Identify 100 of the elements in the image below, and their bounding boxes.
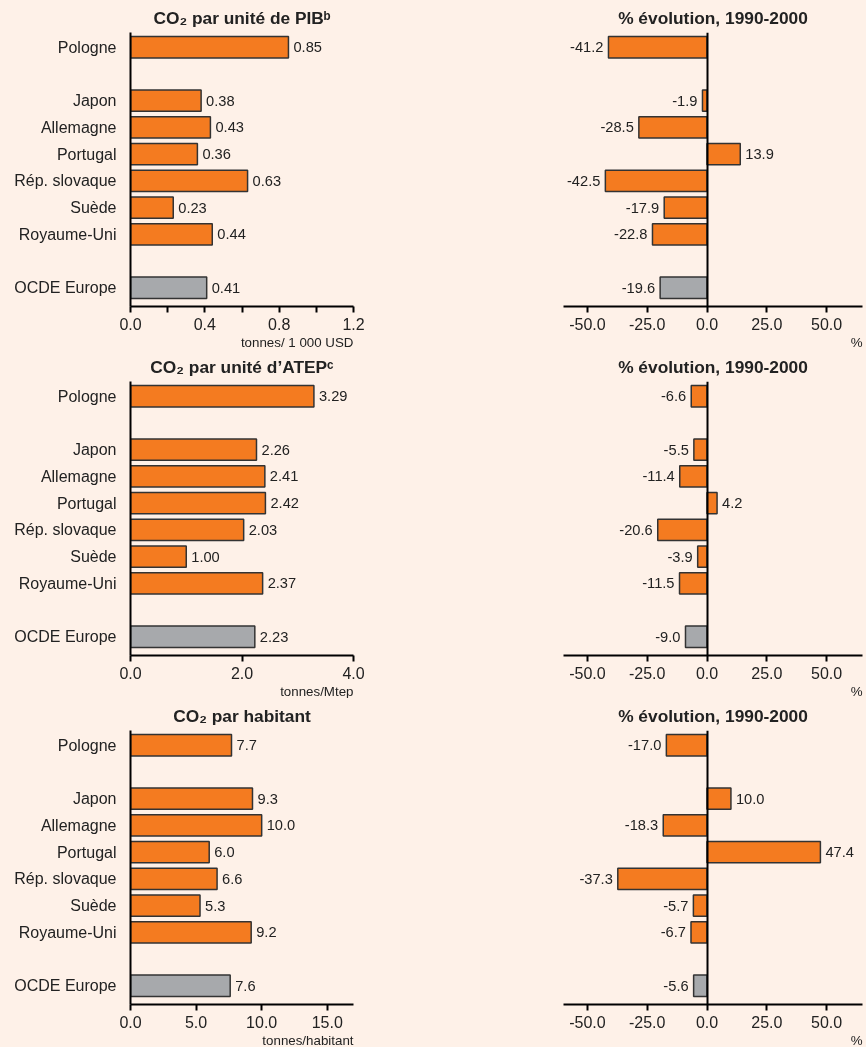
data-label: -20.6 (619, 521, 653, 538)
x-axis-title: tonnes/habitant (262, 1032, 354, 1048)
data-label: -28.5 (600, 119, 634, 136)
x-tick-label: -25.0 (628, 1013, 666, 1031)
data-label: 9.3 (257, 790, 278, 807)
data-label: -17.9 (625, 199, 660, 216)
data-label: 2.23 (259, 628, 289, 645)
data-label: -6.7 (660, 924, 686, 941)
chart-title: CO₂ par unité d’ATEPᶜ (150, 356, 335, 377)
y-tick-label: Pologne (57, 387, 117, 405)
data-label: 9.2 (256, 924, 277, 941)
data-label: -5.6 (663, 977, 689, 994)
y-tick-label: Allemagne (40, 467, 117, 485)
y-tick-label: Rép. slovaque (14, 870, 117, 888)
x-tick-label: 2.0 (230, 664, 254, 682)
x-axis-title: % (850, 683, 863, 699)
y-tick-label: Rép. slovaque (14, 521, 117, 539)
y-tick-label: Japon (72, 92, 117, 110)
data-label: -41.2 (570, 39, 604, 56)
data-label: 6.0 (214, 844, 235, 861)
chart-title: % évolution, 1990-2000 (618, 7, 808, 28)
y-tick-label: Suède (70, 199, 117, 217)
data-label: -42.5 (566, 172, 601, 189)
x-tick-label: 0.0 (119, 1013, 142, 1031)
x-tick-label: 10.0 (246, 1013, 278, 1031)
data-label: 2.42 (270, 495, 299, 512)
data-label: 0.41 (211, 279, 241, 296)
chart-title: % évolution, 1990-2000 (618, 356, 808, 377)
data-label: -5.5 (663, 441, 689, 458)
x-tick-label: 0.0 (695, 315, 719, 333)
data-label: 2.41 (269, 468, 299, 485)
data-label: 6.6 (222, 870, 243, 887)
data-label: -19.6 (621, 279, 656, 296)
x-axis-title: % (850, 1032, 863, 1048)
y-tick-label: Pologne (57, 38, 117, 56)
data-label: 7.7 (236, 737, 257, 754)
x-axis-title: tonnes/ 1 000 USD (240, 334, 354, 350)
y-tick-label: Japon (72, 790, 117, 808)
x-tick-label: 0.4 (193, 315, 217, 333)
data-label: 2.37 (267, 575, 297, 592)
data-label: 0.44 (217, 226, 246, 243)
data-label: -37.3 (579, 870, 613, 887)
data-label: -1.9 (672, 92, 698, 109)
data-label: -5.7 (663, 897, 689, 914)
data-label: 13.9 (745, 146, 774, 163)
data-label: 2.26 (261, 441, 291, 458)
x-tick-label: -25.0 (628, 315, 666, 333)
y-tick-label: Royaume-Uni (18, 574, 117, 592)
x-tick-label: 0.0 (119, 315, 142, 333)
data-label: 0.43 (215, 119, 244, 136)
data-label: 2.03 (248, 521, 278, 538)
x-tick-label: -25.0 (628, 664, 666, 682)
x-tick-label: 4.0 (342, 664, 365, 682)
y-tick-label: OCDE Europe (14, 279, 117, 297)
data-label: 47.4 (825, 844, 854, 861)
x-tick-label: 5.0 (184, 1013, 208, 1031)
data-label: 10.0 (266, 817, 296, 834)
y-tick-label: OCDE Europe (14, 977, 117, 995)
data-label: 0.63 (252, 172, 282, 189)
x-tick-label: 50.0 (811, 1013, 843, 1031)
x-tick-label: 1.2 (342, 315, 365, 333)
data-label: 7.6 (235, 977, 256, 994)
chart-title: % évolution, 1990-2000 (618, 705, 808, 726)
data-label: -3.9 (667, 548, 693, 565)
data-label: 0.23 (178, 199, 207, 216)
y-tick-label: Allemagne (40, 816, 117, 834)
x-tick-label: -50.0 (569, 315, 606, 333)
x-tick-label: 25.0 (751, 664, 783, 682)
x-tick-label: 25.0 (751, 1013, 783, 1031)
data-label: 4.2 (722, 495, 743, 512)
x-tick-label: 25.0 (751, 315, 783, 333)
data-label: -18.3 (624, 817, 659, 834)
x-tick-label: -50.0 (569, 1013, 606, 1031)
x-tick-label: -50.0 (569, 664, 606, 682)
data-label: -17.0 (627, 737, 662, 754)
y-tick-label: Japon (72, 441, 117, 459)
data-label: 5.3 (205, 897, 226, 914)
y-tick-label: Royaume-Uni (18, 225, 117, 243)
data-label: -11.5 (642, 575, 675, 592)
x-tick-label: 50.0 (811, 664, 843, 682)
x-tick-label: 15.0 (311, 1013, 343, 1031)
y-tick-label: Portugal (56, 843, 117, 861)
y-tick-label: Rép. slovaque (14, 172, 117, 190)
x-axis-title: % (850, 334, 863, 350)
data-label: -9.0 (655, 628, 681, 645)
x-tick-label: 0.0 (119, 664, 142, 682)
data-label: -11.4 (642, 468, 675, 485)
y-tick-label: Suède (70, 548, 117, 566)
data-label: 0.38 (206, 92, 235, 109)
data-label: 0.85 (293, 39, 322, 56)
x-tick-label: 50.0 (811, 315, 843, 333)
chart-title: CO₂ par unité de PIBᵇ (153, 7, 331, 28)
y-tick-label: Royaume-Uni (18, 923, 117, 941)
data-label: 0.36 (202, 146, 231, 163)
y-tick-label: Suède (70, 897, 117, 915)
y-tick-label: Pologne (57, 736, 117, 754)
y-tick-label: OCDE Europe (14, 628, 117, 646)
data-label: 1.00 (191, 548, 220, 565)
x-axis-title: tonnes/Mtep (280, 683, 354, 699)
data-label: -22.8 (614, 226, 648, 243)
